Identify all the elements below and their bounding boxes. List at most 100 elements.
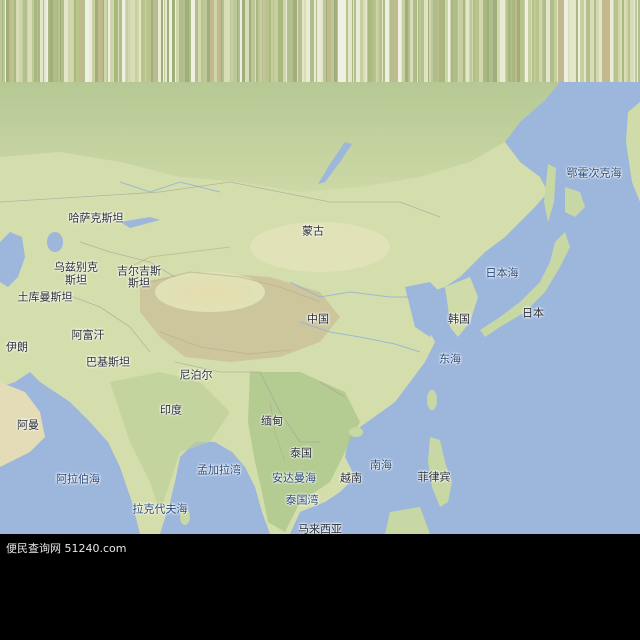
- glitch-stripe: [32, 0, 34, 84]
- glitch-stripe: [340, 0, 344, 84]
- glitch-stripe: [137, 0, 139, 84]
- glitch-stripe: [23, 0, 27, 84]
- glitch-stripe: [473, 0, 475, 84]
- glitch-stripe: [167, 0, 169, 84]
- glitch-stripe: [360, 0, 363, 84]
- glitch-stripe: [394, 0, 398, 84]
- glitch-stripe: [195, 0, 198, 84]
- glitch-stripe: [321, 0, 323, 84]
- sri-lanka: [180, 509, 190, 525]
- glitch-stripe: [9, 0, 11, 84]
- glitch-stripe: [203, 0, 207, 84]
- glitch-stripe: [6, 0, 9, 84]
- se-asia-forest: [248, 372, 360, 532]
- glitch-stripe-band: [0, 0, 640, 84]
- glitch-stripe: [405, 0, 408, 84]
- glitch-stripe: [505, 0, 506, 84]
- glitch-stripe: [429, 0, 431, 84]
- glitch-stripe: [594, 0, 596, 84]
- glitch-stripe: [633, 0, 634, 84]
- glitch-stripe: [416, 0, 417, 84]
- glitch-stripe: [103, 0, 104, 84]
- map-canvas[interactable]: [0, 82, 640, 534]
- glitch-stripe: [302, 0, 304, 84]
- glitch-stripe: [439, 0, 441, 84]
- glitch-stripe: [419, 0, 421, 84]
- glitch-stripe: [185, 0, 189, 84]
- glitch-stripe: [92, 0, 95, 84]
- rivers: [119, 181, 421, 353]
- glitch-stripe: [385, 0, 389, 84]
- glitch-stripe: [249, 0, 251, 84]
- glitch-stripe: [298, 0, 299, 84]
- caspian-sea: [0, 232, 25, 287]
- terrain-map: [0, 82, 640, 534]
- glitch-stripe: [431, 0, 433, 84]
- glitch-stripe: [580, 0, 584, 84]
- glitch-stripe: [221, 0, 222, 84]
- glitch-stripe: [499, 0, 500, 84]
- glitch-stripe: [50, 0, 53, 84]
- glitch-stripe: [255, 0, 256, 84]
- glitch-stripe: [110, 0, 113, 84]
- glitch-stripe: [97, 0, 98, 84]
- glitch-stripe: [541, 0, 542, 84]
- glitch-stripe: [622, 0, 624, 84]
- glitch-stripe: [48, 0, 50, 84]
- glitch-stripe: [34, 0, 37, 84]
- glitch-stripe: [323, 0, 326, 84]
- glitch-stripe: [367, 0, 368, 84]
- glitch-stripe: [453, 0, 457, 84]
- glitch-stripe: [175, 0, 176, 84]
- glitch-stripe: [382, 0, 383, 84]
- glitch-stripe: [483, 0, 487, 84]
- glitch-stripe: [363, 0, 365, 84]
- glitch-stripe: [535, 0, 536, 84]
- glitch-stripe: [620, 0, 622, 84]
- glitch-stripe: [237, 0, 238, 84]
- stripe-graphic: [0, 0, 640, 84]
- glitch-stripe: [191, 0, 195, 84]
- glitch-stripe: [64, 0, 68, 84]
- glitch-stripe: [450, 0, 451, 84]
- glitch-stripe: [516, 0, 517, 84]
- glitch-stripe: [251, 0, 255, 84]
- glitch-stripe: [586, 0, 590, 84]
- glitch-stripe: [128, 0, 131, 84]
- glitch-stripe: [297, 0, 298, 84]
- glitch-stripe: [169, 0, 172, 84]
- glitch-stripe: [564, 0, 568, 84]
- glitch-stripe: [500, 0, 503, 84]
- glitch-stripe: [316, 0, 317, 84]
- glitch-stripe: [493, 0, 497, 84]
- glitch-stripe: [451, 0, 453, 84]
- glitch-stripe: [625, 0, 626, 84]
- glitch-stripe: [638, 0, 640, 84]
- glitch-stripe: [263, 0, 265, 84]
- glitch-stripe: [520, 0, 524, 84]
- glitch-stripe: [273, 0, 274, 84]
- glitch-stripe: [217, 0, 221, 84]
- glitch-stripe: [222, 0, 224, 84]
- glitch-stripe: [410, 0, 413, 84]
- glitch-stripe: [101, 0, 103, 84]
- glitch-stripe: [427, 0, 428, 84]
- glitch-stripe: [602, 0, 606, 84]
- glitch-stripe: [95, 0, 97, 84]
- glitch-stripe: [38, 0, 40, 84]
- glitch-stripe: [418, 0, 419, 84]
- glitch-stripe: [287, 0, 291, 84]
- glitch-stripe: [458, 0, 459, 84]
- glitch-stripe: [107, 0, 108, 84]
- glitch-stripe: [70, 0, 72, 84]
- country-borders: [0, 181, 441, 443]
- glitch-stripe: [459, 0, 463, 84]
- glitch-stripe: [151, 0, 153, 84]
- glitch-stripe: [183, 0, 185, 84]
- glitch-stripe: [569, 0, 572, 84]
- glitch-stripe: [512, 0, 515, 84]
- glitch-stripe: [532, 0, 534, 84]
- glitch-stripe: [554, 0, 557, 84]
- glitch-stripe: [542, 0, 543, 84]
- glitch-stripe: [327, 0, 331, 84]
